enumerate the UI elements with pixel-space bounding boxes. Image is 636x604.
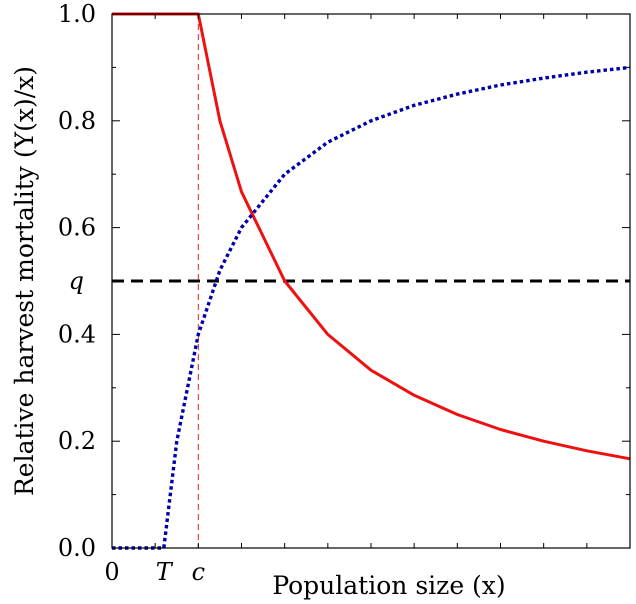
y-tick-label: 0.2 [58, 427, 96, 455]
x-axis-title: Population size (x) [272, 571, 505, 600]
x-tick-label: c [192, 558, 205, 586]
series-line-1 [112, 12, 631, 461]
y-tick-label: 0.4 [58, 320, 96, 348]
reference-lines [112, 14, 630, 548]
x-tick-label: 0 [104, 558, 119, 586]
x-tick-label: T [156, 558, 174, 586]
y-tick-label: 0.8 [58, 107, 96, 135]
y-tick-label: 0.0 [58, 534, 96, 562]
axis-ticks [111, 13, 631, 549]
y-axis-title: Relative harvest mortality (Y(x)/x) [10, 66, 39, 496]
series-line-2 [112, 65, 631, 550]
y-tick-label: 1.0 [58, 0, 96, 28]
y-tick-labels: 0.0 0.2 0.4 q 0.6 0.8 1.0 [58, 0, 96, 562]
y-tick-label: q [69, 267, 84, 295]
y-tick-label: 0.6 [58, 214, 96, 242]
series-lines [112, 12, 631, 550]
